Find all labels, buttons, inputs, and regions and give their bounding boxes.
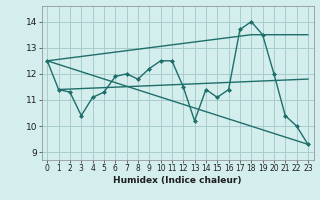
X-axis label: Humidex (Indice chaleur): Humidex (Indice chaleur) — [113, 176, 242, 185]
